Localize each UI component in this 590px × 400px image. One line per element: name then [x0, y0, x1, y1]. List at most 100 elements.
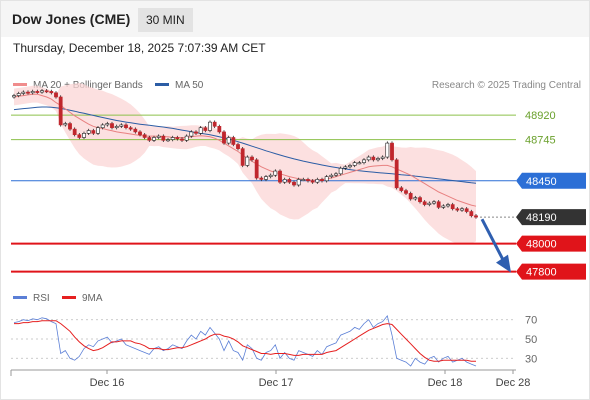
- candle: [357, 160, 362, 165]
- level-label-48000: 48000: [526, 239, 557, 251]
- level-label-48920: 48920: [525, 110, 556, 122]
- candle-body: [399, 187, 404, 191]
- candle: [366, 155, 371, 162]
- candle: [380, 155, 385, 161]
- candle-body: [128, 127, 133, 130]
- candle: [110, 121, 114, 130]
- candle: [376, 156, 380, 162]
- candle: [54, 91, 58, 99]
- candle-body: [390, 142, 394, 161]
- candle: [161, 134, 166, 142]
- candle: [175, 135, 180, 141]
- candle-body: [217, 126, 222, 133]
- candle: [338, 166, 343, 176]
- candle: [287, 177, 292, 184]
- candle: [446, 202, 450, 208]
- candle: [217, 124, 222, 134]
- candle-body: [413, 197, 418, 200]
- candle: [245, 155, 250, 168]
- candle-body: [362, 159, 366, 163]
- legend-ma9: 9MA: [62, 293, 103, 304]
- candle: [68, 121, 72, 131]
- interval-selector[interactable]: 30 MIN: [138, 8, 193, 32]
- candle-body: [156, 135, 161, 138]
- x-tick-label: Dec 18: [428, 377, 463, 389]
- candle: [40, 89, 44, 94]
- candle: [212, 120, 217, 128]
- candle: [96, 126, 100, 135]
- candle: [58, 95, 63, 127]
- candle-body: [320, 179, 324, 182]
- candle: [12, 93, 16, 99]
- candle: [35, 89, 40, 94]
- candle-body: [175, 137, 180, 140]
- candle-body: [352, 162, 357, 166]
- candle: [142, 133, 147, 140]
- candle: [86, 128, 91, 135]
- candle-body: [16, 93, 21, 96]
- candle: [63, 121, 68, 127]
- candle-body: [273, 170, 278, 176]
- moving-averages: [13, 93, 477, 207]
- candle: [91, 128, 96, 135]
- candle-body: [12, 95, 16, 98]
- ma50-swatch: [155, 82, 169, 86]
- ma20-swatch: [13, 82, 27, 86]
- candle: [343, 165, 348, 170]
- candle-body: [282, 179, 287, 183]
- candle: [16, 91, 21, 98]
- candle-body: [170, 137, 175, 140]
- candle: [236, 142, 240, 151]
- candle-body: [226, 137, 231, 144]
- candle: [231, 135, 236, 147]
- candle-body: [189, 131, 194, 137]
- rsi-tick-label: 50: [525, 334, 537, 346]
- candle-body: [203, 127, 208, 131]
- candle-body: [441, 205, 446, 208]
- candle-body: [259, 177, 264, 180]
- candle: [203, 126, 208, 133]
- candle-body: [310, 180, 315, 183]
- candle-body: [446, 204, 450, 207]
- candle-body: [474, 215, 478, 218]
- candle-body: [44, 90, 49, 93]
- candle: [413, 195, 418, 201]
- candle: [128, 126, 133, 131]
- candle: [250, 155, 254, 162]
- candle: [306, 177, 310, 183]
- candle-body: [432, 201, 436, 204]
- candle-body: [306, 179, 310, 182]
- level-tag-48000: [516, 235, 586, 252]
- x-axis: Dec 16 Dec 17 Dec 18 Dec 28: [10, 369, 530, 389]
- x-tick-label: Dec 17: [259, 377, 294, 389]
- credit-text: Research © 2025 Trading Central: [431, 80, 581, 91]
- level-tag-48190: [516, 209, 586, 226]
- candle: [455, 207, 460, 212]
- candle-body: [77, 134, 82, 138]
- candle-body: [357, 162, 362, 165]
- candle-body: [394, 159, 399, 189]
- candle-body: [338, 167, 343, 175]
- level-label-48450: 48450: [526, 176, 557, 188]
- legend-ma20: MA 20 + Bollinger Bands: [13, 80, 143, 91]
- rsi-tick-label: 30: [525, 353, 537, 365]
- rsi-tick-label: 70: [525, 315, 537, 327]
- candle-body: [152, 137, 156, 141]
- candle-body: [110, 123, 114, 129]
- rsi-swatch: [13, 295, 27, 299]
- candle-body: [250, 156, 254, 161]
- candle: [26, 90, 30, 95]
- chart-header: Dow Jones (CME) 30 MIN: [1, 1, 589, 37]
- forecast-arrow-shaft: [480, 218, 507, 265]
- candle-body: [114, 126, 119, 129]
- candle: [464, 207, 469, 214]
- candle: [282, 177, 287, 184]
- candle-body: [161, 135, 166, 141]
- level-label-48745: 48745: [525, 135, 556, 147]
- candle: [296, 177, 301, 187]
- candle: [278, 169, 282, 184]
- candle-body: [96, 127, 100, 134]
- candle: [320, 177, 324, 183]
- candle: [334, 172, 338, 177]
